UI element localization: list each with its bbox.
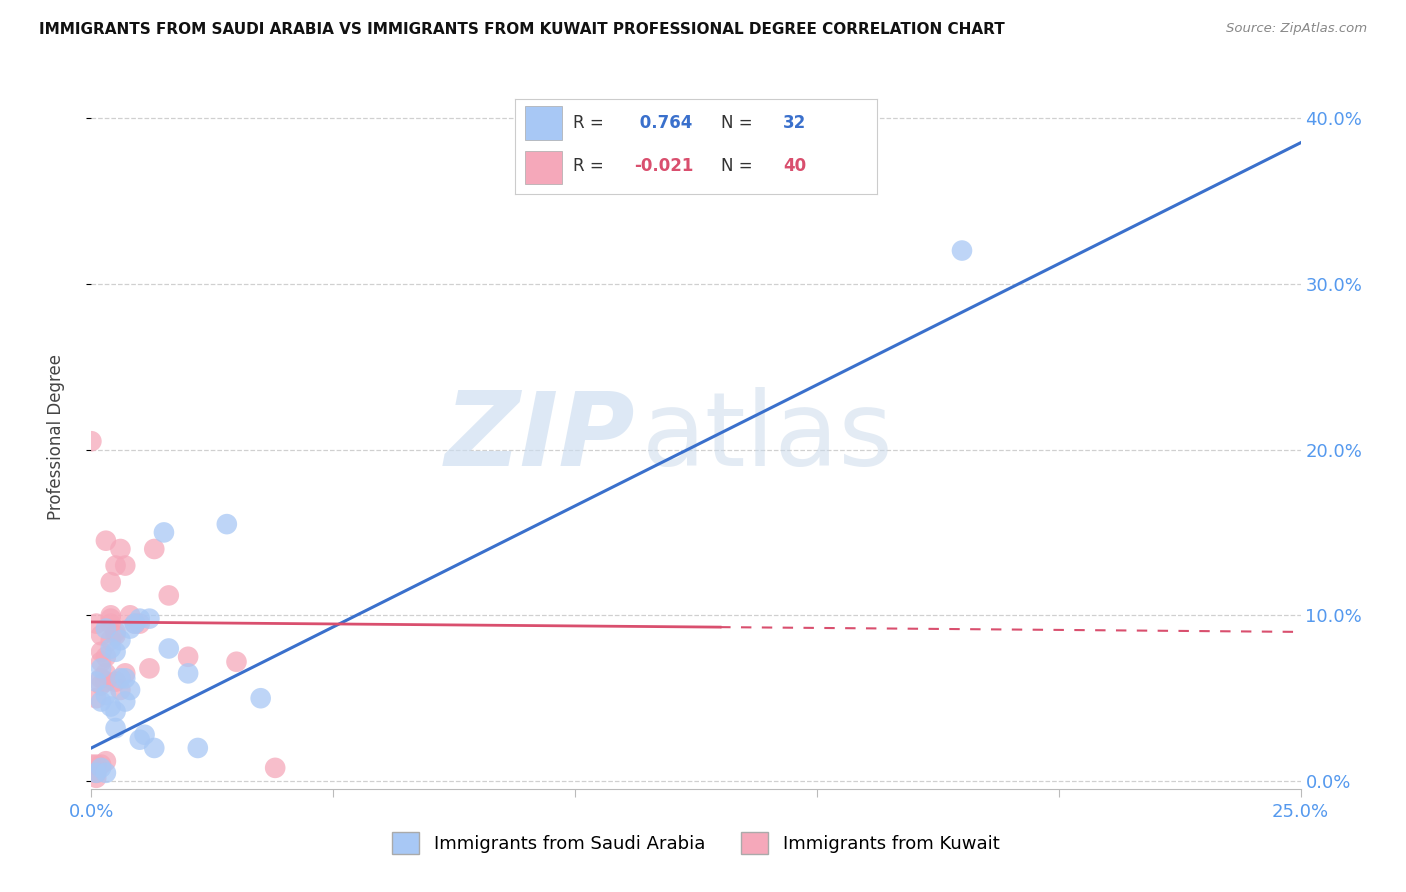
Point bbox=[950, 244, 973, 258]
Point bbox=[94, 688, 117, 702]
Point bbox=[177, 666, 200, 681]
Text: atlas: atlas bbox=[641, 386, 893, 488]
Point bbox=[128, 616, 150, 631]
Point bbox=[100, 641, 122, 656]
Point bbox=[100, 612, 122, 626]
Point bbox=[124, 616, 146, 631]
Point bbox=[104, 558, 127, 573]
Point bbox=[80, 757, 103, 772]
Point bbox=[90, 645, 112, 659]
Point bbox=[143, 541, 166, 556]
Point bbox=[128, 612, 150, 626]
Point bbox=[84, 765, 107, 780]
Point bbox=[134, 728, 156, 742]
Point bbox=[187, 741, 209, 756]
Point bbox=[84, 616, 107, 631]
Text: Source: ZipAtlas.com: Source: ZipAtlas.com bbox=[1226, 22, 1367, 36]
Point bbox=[100, 633, 122, 648]
Point bbox=[100, 575, 122, 590]
Point bbox=[120, 682, 142, 697]
Point bbox=[249, 691, 271, 706]
Point bbox=[114, 666, 136, 681]
Point bbox=[100, 699, 122, 714]
Point bbox=[94, 754, 117, 768]
Point bbox=[84, 674, 107, 689]
Point bbox=[110, 633, 132, 648]
Point bbox=[215, 517, 238, 532]
Point bbox=[84, 771, 107, 785]
Point bbox=[225, 655, 247, 669]
Point bbox=[94, 674, 117, 689]
Point bbox=[90, 628, 112, 642]
Point bbox=[104, 645, 127, 659]
Point bbox=[90, 671, 112, 685]
Point bbox=[100, 608, 122, 623]
Point bbox=[153, 525, 176, 540]
Point bbox=[157, 589, 180, 603]
Point bbox=[128, 732, 150, 747]
Point bbox=[120, 622, 142, 636]
Point bbox=[114, 558, 136, 573]
Point bbox=[90, 661, 112, 675]
Point bbox=[84, 757, 107, 772]
Point bbox=[110, 682, 132, 697]
Point bbox=[114, 694, 136, 708]
Point bbox=[80, 434, 103, 449]
Point bbox=[143, 741, 166, 756]
Point bbox=[90, 694, 112, 708]
Point bbox=[110, 671, 132, 685]
Point bbox=[94, 533, 117, 548]
Text: ZIP: ZIP bbox=[444, 386, 636, 488]
Y-axis label: Professional Degree: Professional Degree bbox=[46, 354, 65, 520]
Point bbox=[104, 721, 127, 735]
Point bbox=[84, 691, 107, 706]
Point bbox=[90, 757, 112, 772]
Point bbox=[90, 678, 112, 692]
Point bbox=[120, 608, 142, 623]
Point bbox=[264, 761, 287, 775]
Point bbox=[114, 671, 136, 685]
Point bbox=[104, 624, 127, 639]
Point bbox=[90, 761, 112, 775]
Legend: Immigrants from Saudi Arabia, Immigrants from Kuwait: Immigrants from Saudi Arabia, Immigrants… bbox=[385, 825, 1007, 862]
Point bbox=[94, 765, 117, 780]
Point bbox=[94, 622, 117, 636]
Point bbox=[104, 674, 127, 689]
Point bbox=[138, 661, 160, 675]
Point bbox=[84, 765, 107, 780]
Point bbox=[124, 616, 146, 631]
Point bbox=[94, 649, 117, 664]
Point bbox=[104, 705, 127, 719]
Point bbox=[90, 655, 112, 669]
Point bbox=[157, 641, 180, 656]
Point bbox=[110, 541, 132, 556]
Point bbox=[100, 616, 122, 631]
Point bbox=[104, 628, 127, 642]
Point bbox=[177, 649, 200, 664]
Text: IMMIGRANTS FROM SAUDI ARABIA VS IMMIGRANTS FROM KUWAIT PROFESSIONAL DEGREE CORRE: IMMIGRANTS FROM SAUDI ARABIA VS IMMIGRAN… bbox=[39, 22, 1005, 37]
Point bbox=[94, 666, 117, 681]
Point bbox=[138, 612, 160, 626]
